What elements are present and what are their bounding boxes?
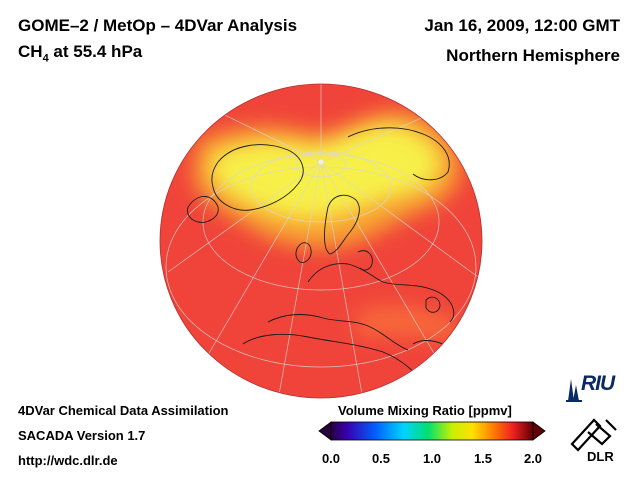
coastlines	[187, 127, 456, 389]
region-label: Northern Hemisphere	[446, 46, 620, 65]
colorbar	[318, 421, 546, 441]
riu-logo-text: RIU	[581, 372, 615, 395]
caspian-coast	[425, 296, 441, 313]
globe-outline	[159, 83, 483, 399]
colorbar-tick: 1.5	[473, 451, 493, 466]
footer-assimilation: 4DVar Chemical Data Assimilation	[18, 403, 229, 418]
greenland-coast	[211, 144, 304, 211]
pressure-level: at 55.4 hPa	[48, 42, 143, 61]
dlr-logo-icon	[570, 418, 617, 452]
species-name: CH	[18, 42, 43, 61]
colorbar-tick: 0.5	[371, 451, 391, 466]
riu-logo-icon	[566, 379, 582, 402]
british-isles-coast	[295, 242, 312, 263]
canada-arctic-coast	[187, 196, 219, 223]
dlr-logo-text: DLR	[587, 449, 614, 464]
colorbar-high-arrow	[532, 421, 546, 441]
analysis-datetime: Jan 16, 2009, 12:00 GMT	[424, 16, 620, 35]
colorbar-low-arrow	[318, 421, 332, 441]
globe-map	[159, 83, 483, 399]
methane-high-region	[193, 111, 461, 342]
footer-version: SACADA Version 1.7	[18, 428, 146, 443]
scandinavia-coast	[324, 194, 360, 255]
europe-coast	[307, 263, 455, 323]
mediterranean-coast	[267, 314, 409, 351]
colorbar-tick: 0.0	[321, 451, 341, 466]
africa-coast	[242, 333, 427, 389]
baltic-coast	[357, 250, 373, 271]
north-pole-marker	[318, 159, 324, 165]
footer-url[interactable]: http://wdc.dlr.de	[18, 453, 118, 468]
siberia-coast	[347, 127, 450, 181]
map-title: GOME–2 / MetOp – 4DVar Analysis	[18, 16, 298, 35]
colorbar-gradient	[330, 421, 534, 441]
colorbar-title: Volume Mixing Ratio [ppmv]	[338, 403, 512, 418]
map-subtitle: CH4 at 55.4 hPa	[18, 42, 142, 64]
colorbar-tick: 1.0	[422, 451, 442, 466]
species-subscript: 4	[42, 52, 49, 65]
colorbar-tick: 2.0	[523, 451, 543, 466]
